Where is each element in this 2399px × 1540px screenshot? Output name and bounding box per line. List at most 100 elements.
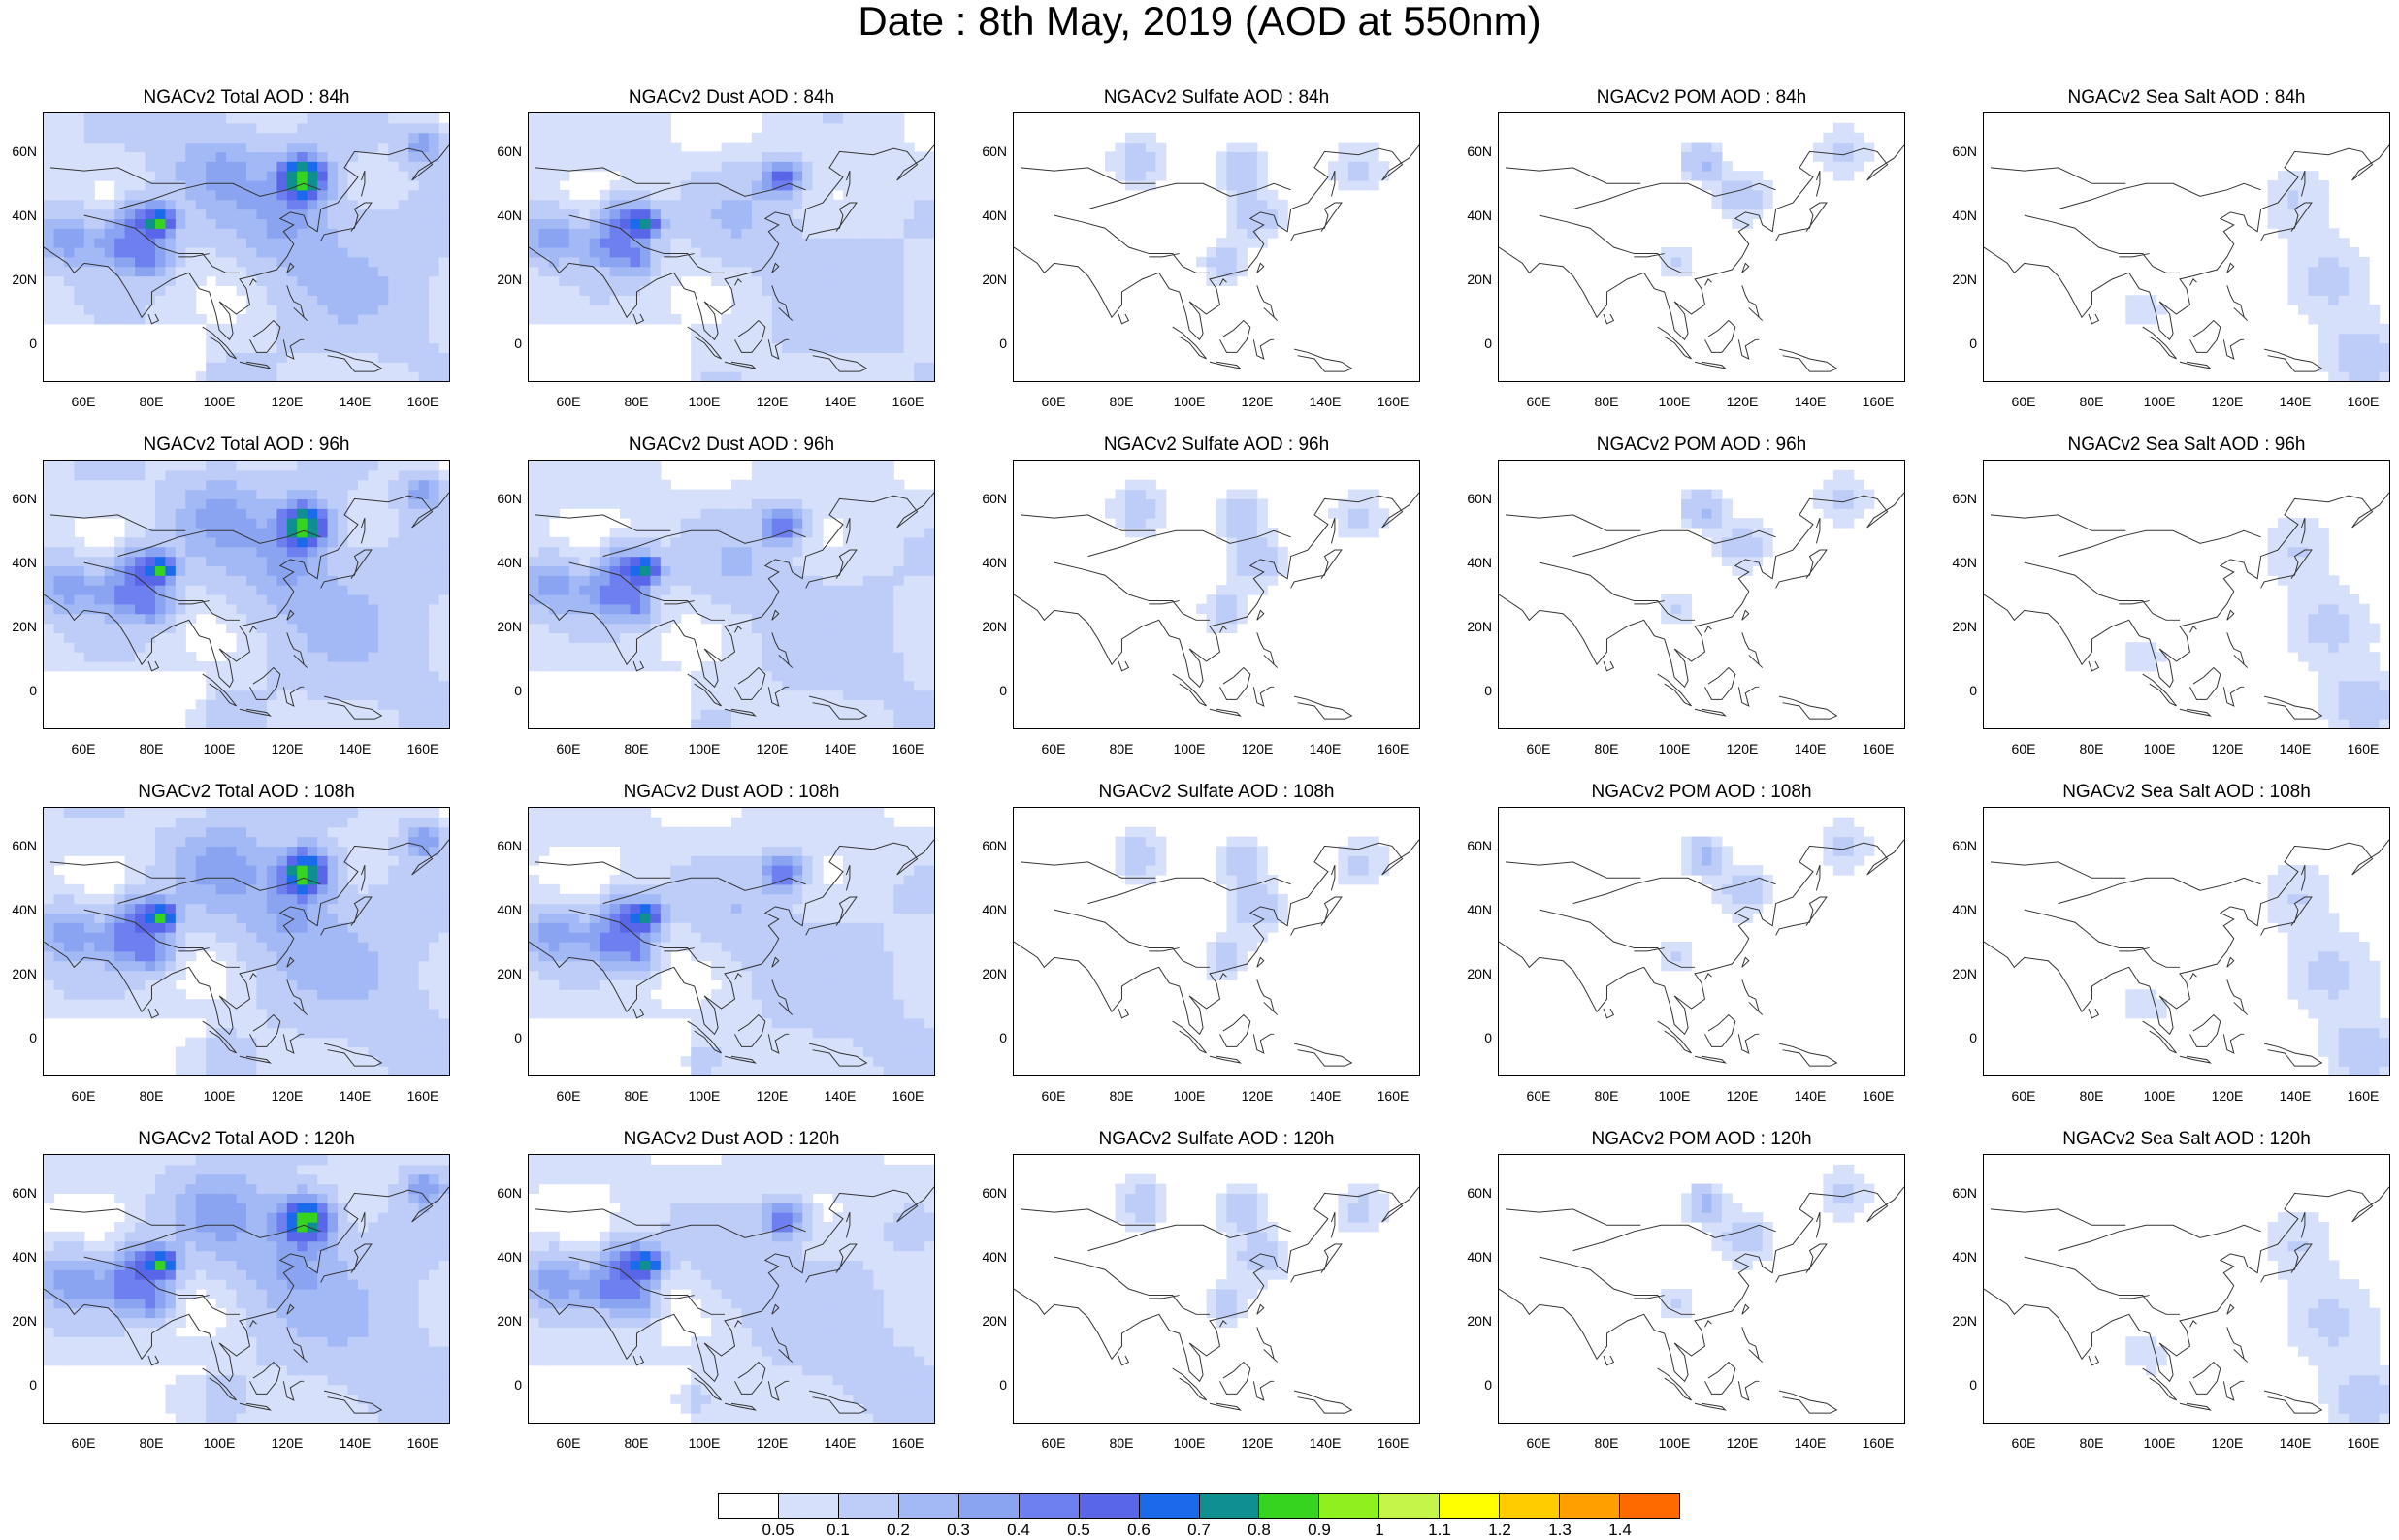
coastline xyxy=(2058,182,2261,210)
aod-grid-cell xyxy=(842,690,854,701)
aod-grid-cell xyxy=(883,508,894,519)
aod-grid-cell xyxy=(691,171,702,181)
coastline xyxy=(687,326,722,360)
aod-grid-cell xyxy=(1853,132,1864,144)
aod-grid-cell xyxy=(731,594,743,605)
aod-grid-cell xyxy=(1711,199,1723,210)
coastline xyxy=(1087,529,1291,558)
aod-grid-cell xyxy=(74,247,85,258)
aod-grid-cell xyxy=(398,199,409,210)
aod-grid-cell xyxy=(2328,228,2340,239)
aod-grid-cell xyxy=(771,161,783,172)
aod-grid-cell xyxy=(721,623,732,634)
aod-grid-cell xyxy=(185,314,197,325)
aod-grid-cell xyxy=(700,690,712,701)
aod-grid-cell xyxy=(1327,161,1339,172)
aod-grid-cell xyxy=(548,218,560,229)
aod-grid-cell xyxy=(1741,189,1753,201)
aod-grid-cell xyxy=(327,238,339,248)
coastline xyxy=(282,686,305,707)
aod-grid-cell xyxy=(63,594,75,605)
aod-grid-cell xyxy=(812,132,824,144)
aod-grid-cell xyxy=(873,180,885,191)
aod-grid-cell xyxy=(377,603,389,615)
aod-grid-cell xyxy=(206,594,217,605)
aod-grid-cell xyxy=(357,585,369,595)
aod-grid-cell xyxy=(175,479,186,491)
aod-grid-cell xyxy=(124,122,136,134)
aod-grid-cell xyxy=(246,508,258,519)
aod-grid-cell xyxy=(589,556,600,567)
coastline xyxy=(805,202,858,241)
aod-grid-cell xyxy=(175,151,186,162)
aod-grid-cell xyxy=(600,113,611,124)
aod-grid-cell xyxy=(165,266,177,277)
aod-grid-cell xyxy=(1832,142,1844,153)
aod-grid-cell xyxy=(276,489,288,500)
aod-grid-cell xyxy=(630,613,641,625)
aod-grid-cell xyxy=(276,632,288,643)
aod-grid-cell xyxy=(438,690,449,701)
aod-grid-cell xyxy=(862,142,874,153)
aod-grid-cell xyxy=(903,585,915,595)
aod-grid-cell xyxy=(256,371,268,381)
aod-grid-cell xyxy=(185,565,197,576)
lat-tick-label: 0 xyxy=(1969,683,1977,699)
aod-grid-cell xyxy=(145,161,156,172)
aod-grid-cell xyxy=(408,142,420,153)
aod-grid-cell xyxy=(862,632,874,643)
aod-grid-cell xyxy=(388,132,400,144)
aod-grid-cell xyxy=(579,594,591,605)
aod-grid-cell xyxy=(529,295,540,305)
aod-grid-cell xyxy=(2146,305,2157,315)
aod-grid-cell xyxy=(600,228,611,239)
aod-grid-cell xyxy=(236,199,247,210)
aod-grid-cell xyxy=(691,603,702,615)
aod-grid-cell xyxy=(2297,652,2309,662)
lat-tick-label: 40N xyxy=(1467,207,1492,223)
aod-grid-cell xyxy=(74,314,85,325)
aod-grid-cell xyxy=(2328,305,2340,315)
aod-grid-cell xyxy=(1256,518,1268,529)
aod-grid-cell xyxy=(408,528,420,538)
aod-grid-cell xyxy=(862,161,874,172)
aod-grid-cell xyxy=(538,623,550,634)
aod-grid-cell xyxy=(429,528,440,538)
aod-grid-cell xyxy=(398,632,409,643)
aod-grid-cell xyxy=(327,518,339,529)
aod-grid-cell xyxy=(529,565,540,576)
aod-grid-cell xyxy=(700,199,712,210)
aod-grid-cell xyxy=(1732,546,1743,558)
aod-grid-cell xyxy=(145,508,156,519)
aod-grid-cell xyxy=(568,642,580,653)
aod-grid-cell xyxy=(812,228,824,239)
aod-grid-cell xyxy=(792,132,803,144)
aod-grid-cell xyxy=(206,508,217,519)
aod-grid-cell xyxy=(579,556,591,567)
aod-grid-cell xyxy=(741,661,753,672)
aod-grid-cell xyxy=(388,305,400,315)
aod-grid-cell xyxy=(893,189,905,201)
aod-grid-cell xyxy=(53,826,65,838)
aod-grid-cell xyxy=(762,122,773,134)
aod-grid-cell xyxy=(802,266,814,277)
aod-grid-cell xyxy=(266,623,277,634)
aod-grid-cell xyxy=(529,305,540,315)
aod-grid-cell xyxy=(862,690,874,701)
aod-grid-cell xyxy=(317,642,329,653)
aod-grid-cell xyxy=(548,652,560,662)
aod-grid-cell xyxy=(548,180,560,191)
map-panel-dust-96h: NGACv2 Dust AOD : 96h 60N 40N 20N 0 60E 80E 100… xyxy=(485,434,970,782)
aod-grid-cell xyxy=(165,275,177,287)
aod-grid-cell xyxy=(1681,508,1693,519)
aod-grid-cell xyxy=(600,498,611,509)
aod-grid-cell xyxy=(154,305,166,315)
aod-grid-cell xyxy=(1216,171,1228,181)
aod-grid-cell xyxy=(600,469,611,481)
aod-grid-cell xyxy=(853,113,864,124)
aod-grid-cell xyxy=(873,314,885,325)
aod-grid-cell xyxy=(924,575,934,586)
aod-grid-cell xyxy=(568,585,580,595)
aod-grid-cell xyxy=(418,508,430,519)
aod-grid-cell xyxy=(317,556,329,567)
